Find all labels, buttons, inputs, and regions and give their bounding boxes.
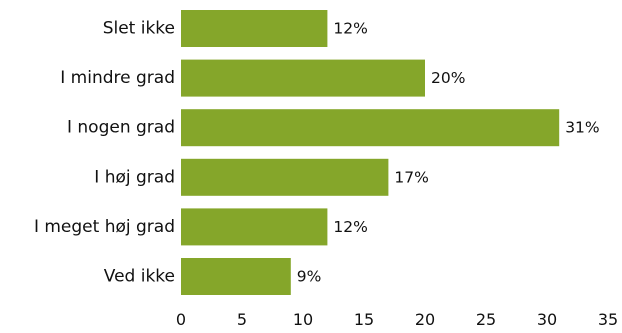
category-labels: Slet ikke I mindre grad I nogen grad I høj … — [34, 19, 175, 287]
x-tick-label: 5 — [237, 310, 247, 329]
bar-value-label: 9% — [297, 268, 322, 286]
bar-value-label: 17% — [394, 168, 428, 186]
category-label: I mindre grad — [60, 68, 175, 88]
x-tick-label: 15 — [354, 310, 374, 329]
category-label: Slet ikke — [103, 19, 175, 39]
bar — [181, 208, 328, 246]
x-axis-tick-labels: 0 5 10 15 20 25 30 35 — [176, 310, 618, 329]
x-tick-label: 30 — [537, 310, 557, 329]
bar-value-label: 20% — [431, 69, 465, 87]
data-labels: 12% 20% 31% 17% 12% 9% — [297, 20, 600, 286]
bar-value-label: 12% — [333, 20, 367, 38]
x-tick-label: 20 — [415, 310, 435, 329]
bar — [181, 109, 560, 147]
bar — [181, 258, 291, 295]
x-tick-label: 0 — [176, 310, 186, 329]
bar — [181, 10, 328, 47]
category-label: I høj grad — [94, 167, 175, 187]
bar-value-label: 31% — [565, 119, 599, 137]
category-label: Ved ikke — [104, 267, 175, 287]
bar — [181, 158, 389, 196]
x-tick-label: 25 — [476, 310, 496, 329]
bars — [181, 10, 560, 295]
bar-value-label: 12% — [333, 218, 367, 236]
category-label: I meget høj grad — [34, 217, 175, 237]
bar — [181, 59, 425, 97]
x-tick-label: 35 — [598, 310, 618, 329]
x-tick-label: 10 — [293, 310, 313, 329]
category-label: I nogen grad — [67, 118, 175, 138]
